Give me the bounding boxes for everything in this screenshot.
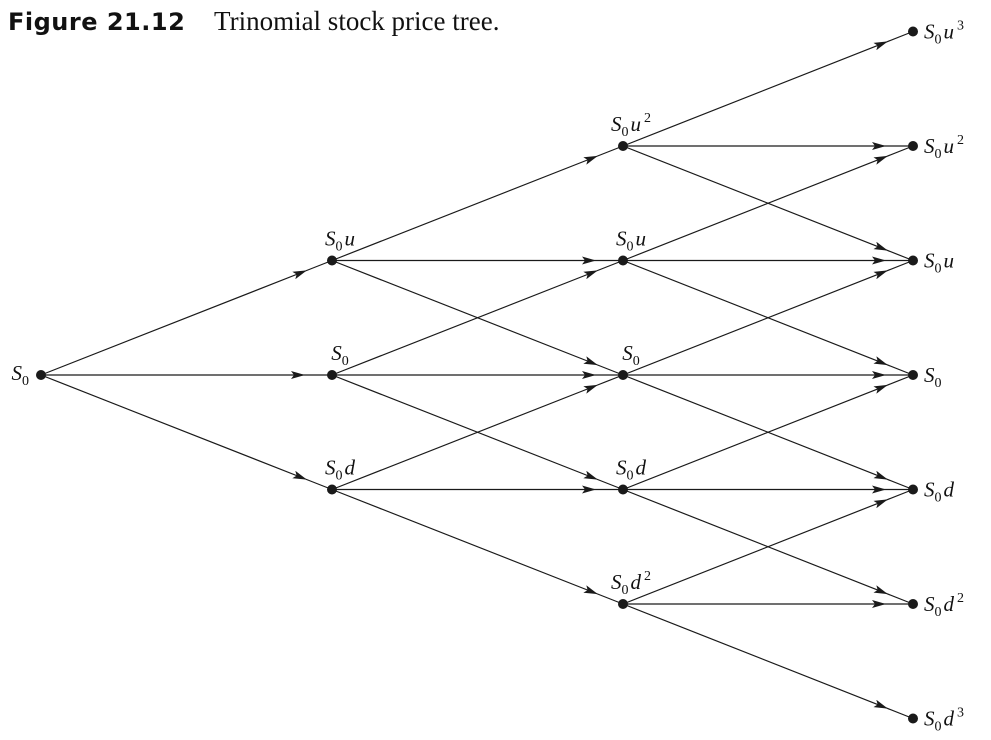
node-n3u2 <box>908 141 918 151</box>
node-label-n3d3: S0d 3 <box>924 706 964 735</box>
node-label-n2m: S0 <box>622 341 640 369</box>
tree-nodes <box>36 26 918 724</box>
tree-edges <box>40 30 914 720</box>
node-n3d2 <box>908 599 918 609</box>
edge-n1d-to-n2m <box>331 384 598 491</box>
node-label-n3u2: S0u 2 <box>924 133 964 162</box>
node-n1m <box>327 370 337 380</box>
node-n3m <box>908 370 918 380</box>
node-label-n0: S0 <box>12 361 30 389</box>
edge-n2dd-to-n3d <box>622 499 888 605</box>
node-n2uu <box>618 141 628 151</box>
node-label-n3u3: S0u 3 <box>924 19 964 48</box>
node-label-n1u: S0u <box>325 227 355 255</box>
edge-n2uu-to-n3u3 <box>622 41 888 147</box>
figure-title: Trinomial stock price tree. <box>214 6 500 36</box>
node-label-n2dd: S0d 2 <box>611 569 651 598</box>
edge-n2m-to-n3d <box>622 374 888 480</box>
edge-n2d-to-n3m <box>622 384 888 491</box>
tree-labels: S0 S0u S0 S0d S0u 2 S0u S0 S0d S0d 2 S0u 3 S0u 2 S0u S0 S… <box>12 19 965 735</box>
node-label-n2u: S0u <box>616 227 646 255</box>
edge-n0-to-n1u <box>40 270 307 376</box>
node-n1d <box>327 484 337 495</box>
edge-n2u-to-n3u2 <box>622 155 888 262</box>
node-n0 <box>36 370 46 380</box>
node-label-n2uu: S0u 2 <box>611 111 651 140</box>
figure-caption: Figure 21.12 Trinomial stock price tree. <box>8 6 499 37</box>
node-n2dd <box>618 599 628 609</box>
node-n3d <box>908 484 918 495</box>
node-label-n3m: S0 <box>924 363 942 391</box>
node-n2u <box>618 255 628 266</box>
node-n2d <box>618 484 628 495</box>
node-label-n3u: S0u <box>924 249 954 277</box>
edge-n2dd-to-n3d3 <box>622 603 888 709</box>
figure-number: Figure 21.12 <box>8 8 186 36</box>
node-label-n1d: S0d <box>325 456 356 484</box>
node-n3d3 <box>908 713 918 724</box>
edge-n1u-to-n2uu <box>331 155 598 262</box>
node-label-n2d: S0d <box>616 456 647 484</box>
node-n3u <box>908 255 918 266</box>
edge-n0-to-n1d <box>40 374 307 480</box>
node-label-n3d2: S0d 2 <box>924 591 964 620</box>
edge-n2uu-to-n3u <box>622 145 888 251</box>
node-n1u <box>327 255 337 266</box>
node-label-n3d: S0d <box>924 478 955 506</box>
edge-n2u-to-n3m <box>622 259 888 366</box>
node-n3u3 <box>908 26 918 37</box>
edge-n1m-to-n2d <box>331 374 598 480</box>
node-n2m <box>618 370 628 380</box>
edge-n2d-to-n3d2 <box>622 488 888 595</box>
node-label-n1m: S0 <box>331 341 349 369</box>
edge-n1m-to-n2u <box>331 270 598 376</box>
edge-n1d-to-n2dd <box>331 488 598 595</box>
edge-n2m-to-n3u <box>622 270 888 376</box>
edge-n1u-to-n2m <box>331 259 598 366</box>
